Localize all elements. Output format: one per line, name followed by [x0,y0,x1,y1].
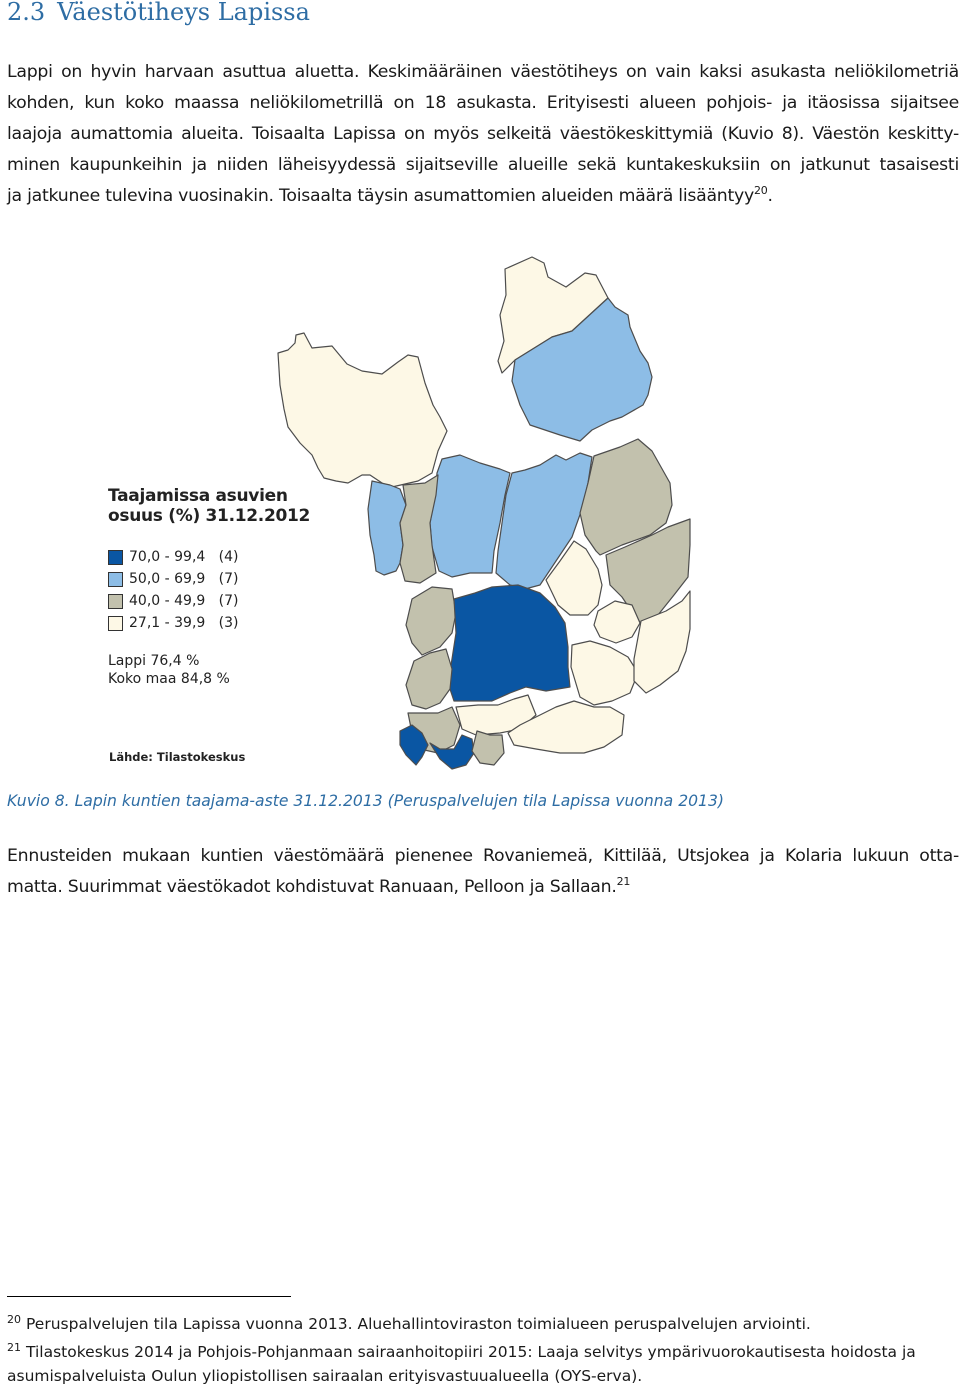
municipality-posio [633,590,691,694]
municipality-enontekio [277,332,448,488]
footnote-21: 21 Tilastokeskus 2014 ja Pohjois-Pohjanma… [7,1336,957,1388]
paragraph-line-text: ja jatkunee tulevina vuosinakin. Toisaal… [7,186,754,206]
footnote-text: Tilastokeskus 2014 ja Pohjois-Pohjanmaan… [26,1343,916,1361]
municipality-muonio [399,474,439,584]
legend-item: 70,0 - 99,4 (4) [108,546,310,568]
paragraph-line: kohden, kun koko maassa neliökilometrill… [7,93,959,113]
legend-label: 40,0 - 49,9 (7) [129,593,239,609]
paragraph-line: laajoja aumattomia alueita. Toisaalta La… [7,124,959,144]
footnote-text: Peruspalvelujen tila Lapissa vuonna 2013… [26,1315,811,1333]
municipality-rovaniemi [447,584,571,702]
paragraph-population-density: Lappi on hyvin harvaan asuttua aluetta. … [7,57,959,212]
paragraph-line-text: matta. Suurimmat väestökadot kohdistuvat… [7,877,617,897]
legend-swatch [108,549,123,565]
section-number: 2.3 [7,0,46,26]
legend-swatch [108,571,123,587]
paragraph-line-last: matta. Suurimmat väestökadot kohdistuvat… [7,872,959,903]
municipality-simo [507,700,625,754]
municipality-pello [405,648,453,710]
municipality-pelkosenniemi [545,540,603,616]
paragraph-line-last: ja jatkunee tulevina vuosinakin. Toisaal… [7,181,959,212]
paragraph-line: Ennusteiden mukaan kuntien väestömäärä p… [7,846,959,866]
municipality-kemijarvi [593,600,641,644]
footnote-separator [7,1296,291,1297]
section-heading: 2.3 Väestötiheys Lapissa [7,0,310,26]
figure-caption: Kuvio 8. Lapin kuntien taajama-aste 31.1… [7,792,724,810]
footnote-number: 20 [7,1313,21,1326]
footnote-number: 21 [7,1341,21,1354]
legend-title-line: osuus (%) 31.12.2012 [108,506,311,526]
legend-item: 27,1 - 39,9 (3) [108,612,310,634]
legend-label: 27,1 - 39,9 (3) [129,615,239,631]
paragraph-population-forecast: Ennusteiden mukaan kuntien väestömäärä p… [7,841,959,903]
municipality-kolari-south [405,586,457,656]
stat-koko-maa: Koko maa 84,8 % [108,671,230,687]
map-source: Lähde: Tilastokeskus [109,750,246,764]
footnote-text-continued: asumispalveluista Oulun yliopistollisen … [7,1367,643,1385]
municipality-kemi [471,730,505,766]
map-legend: Taajamissa asuvien osuus (%) 31.12.2012 … [108,486,310,688]
legend-item: 40,0 - 49,9 (7) [108,590,310,612]
legend-title-line: Taajamissa asuvien [108,486,288,506]
legend-label: 50,0 - 69,9 (7) [129,571,239,587]
legend-items: 70,0 - 99,4 (4) 50,0 - 69,9 (7) 40,0 - 4… [108,546,310,634]
municipality-kolari [367,480,407,576]
municipality-tervola [455,694,537,736]
footnote-ref-20[interactable]: 20 [754,184,768,197]
lapland-map-figure: Taajamissa asuvien osuus (%) 31.12.2012 … [100,255,700,770]
legend-stats: Lappi 76,4 % Koko maa 84,8 % [108,652,310,688]
legend-item: 50,0 - 69,9 (7) [108,568,310,590]
municipality-tornio [399,724,429,766]
municipality-salla [605,518,691,626]
municipality-sodankyla [495,452,593,590]
municipality-savukoski [579,438,673,556]
paragraph-line: Lappi on hyvin harvaan asuttua aluetta. … [7,62,959,82]
footnote-ref-21[interactable]: 21 [616,875,631,888]
legend-label: 70,0 - 99,4 (4) [129,549,239,565]
paragraph-line: minen kaupunkeihin ja niiden läheisyydes… [7,155,959,175]
legend-swatch [108,615,123,631]
footnote-20: 20 Peruspalvelujen tila Lapissa vuonna 20… [7,1308,957,1336]
municipality-inari [511,297,653,442]
paragraph-period: . [767,186,774,206]
legend-title: Taajamissa asuvien osuus (%) 31.12.2012 [108,486,310,526]
footnotes: 20 Peruspalvelujen tila Lapissa vuonna 20… [7,1308,957,1388]
stat-lappi: Lappi 76,4 % [108,653,200,669]
municipality-ranua [570,640,639,706]
lapland-municipality-map [277,256,691,770]
legend-swatch [108,593,123,609]
section-title: Väestötiheys Lapissa [57,0,310,26]
